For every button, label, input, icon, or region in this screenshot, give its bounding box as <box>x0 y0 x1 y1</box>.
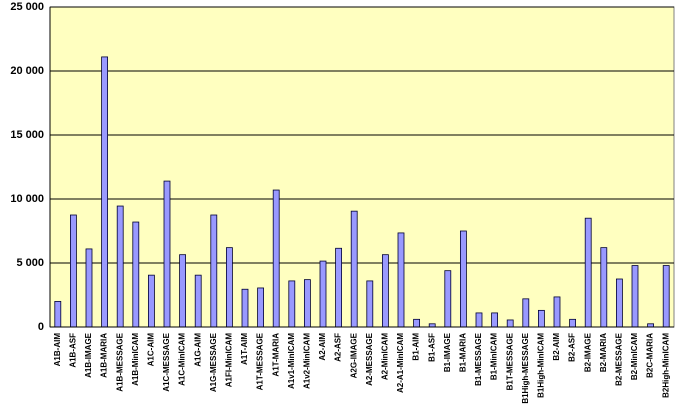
bar <box>210 214 218 328</box>
bar <box>459 230 467 328</box>
bar <box>147 274 155 328</box>
x-tick-label: A1B-AIM <box>53 333 62 367</box>
x-tick-label: B1T-MESSAGE <box>505 332 514 390</box>
bar <box>662 265 670 328</box>
bar <box>506 319 514 328</box>
x-tick-label: B2-ASF <box>568 333 577 362</box>
x-tick-label: A2-AIM <box>318 333 327 361</box>
bar <box>616 278 623 328</box>
bar <box>225 247 233 328</box>
bar <box>319 260 327 328</box>
x-tick-label: A1G-AIM <box>193 333 202 367</box>
bar <box>444 270 452 328</box>
x-tick-label: B1-MARIA <box>459 333 468 372</box>
x-tick-label: A2G-IMAGE <box>349 332 358 378</box>
bar <box>132 221 140 328</box>
bar <box>522 298 530 328</box>
bar <box>381 254 389 328</box>
bar <box>85 248 93 328</box>
bar <box>257 287 265 328</box>
bar <box>288 280 296 328</box>
bar <box>366 280 374 328</box>
x-tick-label: A1T-AIM <box>240 333 249 365</box>
x-tick-label: A2-A1-MinICAM <box>396 333 405 393</box>
x-tick-label: A1T-MESSAGE <box>256 332 265 390</box>
x-tick-label: A1G-MESSAGE <box>209 332 218 392</box>
y-tick-label: 20 000 <box>10 65 44 77</box>
bar <box>350 210 358 328</box>
x-tick-label: A1B-MinICAM <box>131 333 140 386</box>
x-tick-label: A2-MinICAM <box>381 333 390 380</box>
bar <box>335 247 343 328</box>
x-tick-label: B2-AIM <box>552 333 561 361</box>
x-tick-label: B1-MinICAM <box>490 333 499 380</box>
bar <box>413 318 421 328</box>
bar <box>241 288 249 328</box>
x-tick-label: A1v2-MinICAM <box>303 333 312 389</box>
bar <box>553 296 561 328</box>
bar <box>272 189 280 328</box>
x-tick-label: B2-MinICAM <box>630 333 639 380</box>
plot-area <box>49 6 675 328</box>
x-tick-label: B1-IMAGE <box>443 332 452 372</box>
x-tick-label: A1B-ASF <box>69 333 78 368</box>
x-tick-label: A1B-IMAGE <box>84 332 93 378</box>
x-tick-label: A1T-MARIA <box>271 333 280 377</box>
x-tick-label: B2C-MARIA <box>646 333 655 378</box>
bar <box>179 254 187 328</box>
bar <box>475 312 483 328</box>
x-tick-label: A1v1-MinICAM <box>287 333 296 389</box>
x-tick-label: A1B-MARIA <box>100 333 109 378</box>
bar <box>303 279 311 328</box>
x-tick-label: A1C-AIM <box>147 333 156 367</box>
bar <box>70 214 77 328</box>
x-tick-label: B1High-MESSAGE <box>521 332 530 403</box>
x-tick-label: B2-IMAGE <box>583 332 592 372</box>
x-tick-label: B2-MESSAGE <box>615 332 624 386</box>
bar <box>101 56 108 328</box>
bar <box>397 232 405 328</box>
x-tick-label: B1-ASF <box>427 333 436 362</box>
x-tick-label: B1-AIM <box>412 333 421 361</box>
bar <box>631 265 639 328</box>
bar <box>54 300 62 328</box>
y-tick-label: 5 000 <box>16 257 44 269</box>
x-tick-label: A1B-MESSAGE <box>115 332 124 391</box>
bar <box>491 312 499 328</box>
bar <box>569 318 576 328</box>
x-tick-label: A2-ASF <box>334 333 343 362</box>
bar <box>538 309 545 328</box>
x-tick-label: A2-MESSAGE <box>365 332 374 386</box>
x-tick-label: A1C-MESSAGE <box>162 332 171 391</box>
bar <box>116 205 124 328</box>
y-tick-label: 0 <box>38 321 44 333</box>
x-tick-label: A1C-MinICAM <box>178 333 187 386</box>
bar <box>584 217 592 328</box>
y-tick-label: 25 000 <box>10 1 44 13</box>
bar <box>600 247 608 328</box>
x-tick-label: A1FI-MinICAM <box>225 333 234 388</box>
bar <box>194 274 202 328</box>
x-tick-label: B2-MARIA <box>599 333 608 372</box>
x-tick-label: B1-MESSAGE <box>474 332 483 386</box>
bar <box>163 180 171 328</box>
x-tick-label: B1High-MinICAM <box>537 333 546 398</box>
y-tick-label: 10 000 <box>10 193 44 205</box>
y-tick-label: 15 000 <box>10 129 44 141</box>
x-tick-label: B2High-MinICAM <box>661 333 670 398</box>
